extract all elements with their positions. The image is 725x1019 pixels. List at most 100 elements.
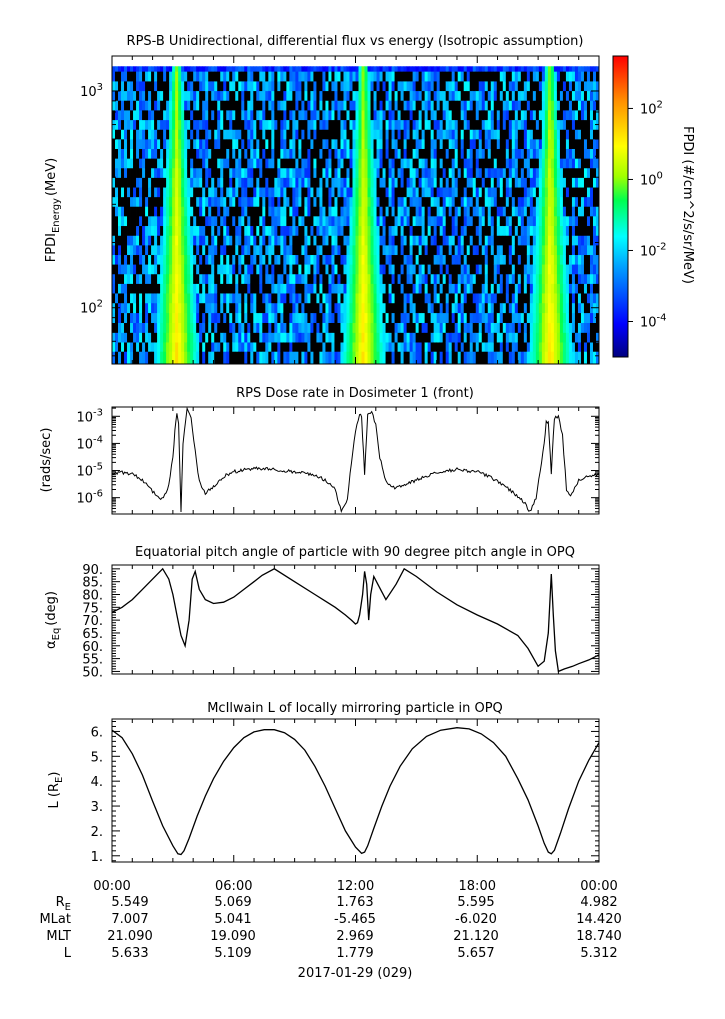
spectrogram-cell <box>142 283 146 294</box>
spectrogram-cell <box>547 225 552 236</box>
spectrogram-cell <box>226 187 230 198</box>
spectrogram-cell <box>454 254 459 265</box>
spectrogram-cell <box>445 283 450 294</box>
spectrogram-cell <box>571 225 576 236</box>
spectrogram-cell <box>217 302 221 314</box>
spectrogram-cell <box>157 225 161 236</box>
spectrogram-cell <box>304 225 308 236</box>
spectrogram-cell <box>541 138 546 149</box>
spectrogram-cell <box>466 332 471 343</box>
spectrogram-cell <box>343 129 347 140</box>
spectrogram-cell <box>298 332 302 343</box>
spectrogram-cell <box>124 342 128 352</box>
spectrogram-cell <box>343 71 347 82</box>
spectrogram-cell <box>463 167 468 178</box>
spectrogram-cell <box>151 66 155 72</box>
spectrogram-cell <box>535 351 540 365</box>
spectrogram-cell <box>127 215 131 227</box>
spectrogram-cell <box>142 254 146 265</box>
spectrogram-cell <box>562 119 567 130</box>
spectrogram-cell <box>205 100 209 111</box>
spectrogram-cell <box>583 244 588 256</box>
spectrogram-cell <box>196 71 200 82</box>
spectrogram-cell <box>145 196 149 207</box>
spectrogram-cell <box>394 110 398 121</box>
spectrogram-cell <box>493 81 498 92</box>
spectrogram-cell <box>274 322 278 333</box>
spectrogram-cell <box>283 206 287 217</box>
spectrogram-cell <box>556 196 561 207</box>
spectrogram-cell <box>400 225 404 236</box>
spectrogram-cell <box>313 254 317 265</box>
spectrogram-cell <box>214 225 218 236</box>
spectrogram-cell <box>295 177 299 188</box>
spectrogram-cell <box>211 196 215 207</box>
spectrogram-cell <box>175 138 179 149</box>
spectrogram-cell <box>193 332 197 343</box>
spectrogram-cell <box>559 312 564 323</box>
spectrogram-cell <box>235 215 239 227</box>
spectrogram-cell <box>166 138 170 149</box>
spectrogram-cell <box>196 215 200 227</box>
spectrogram-cell <box>403 322 408 333</box>
spectrogram-cell <box>484 81 489 92</box>
spectrogram-cell <box>127 167 131 178</box>
spectrogram-cell <box>142 322 146 333</box>
spectrogram-cell <box>397 187 401 198</box>
spectrogram-cell <box>295 129 299 140</box>
spectrogram-cell <box>259 138 263 149</box>
spectrogram-cell <box>121 332 125 343</box>
spectrogram-cell <box>475 187 480 198</box>
spectrogram-cell <box>166 187 170 198</box>
spectrogram-cell <box>466 351 471 365</box>
spectrogram-cell <box>211 312 215 323</box>
spectrogram-cell <box>559 332 564 343</box>
spectrogram-cell <box>397 254 401 265</box>
spectrogram-cell <box>451 342 456 352</box>
spectrogram-cell <box>208 215 212 227</box>
spectrogram-cell <box>220 100 224 111</box>
spectrogram-cell <box>199 351 203 365</box>
spectrogram-cell <box>346 90 350 101</box>
spectrogram-cell <box>373 196 377 207</box>
spectrogram-cell <box>466 110 471 121</box>
spectrogram-cell <box>241 167 245 178</box>
spectrogram-cell <box>499 138 504 149</box>
spectrogram-cell <box>496 110 501 121</box>
spectrogram-cell <box>562 332 567 343</box>
spectrogram-cell <box>235 254 239 265</box>
spectrogram-cell <box>460 138 465 149</box>
spectrogram-cell <box>484 100 489 111</box>
spectrogram-cell <box>544 351 549 365</box>
spectrogram-cell <box>259 66 263 72</box>
spectrogram-cell <box>151 167 155 178</box>
spectrogram-cell <box>376 138 380 149</box>
spectrogram-cell <box>514 244 519 256</box>
spectrogram-cell <box>391 206 395 217</box>
spectrogram-cell <box>346 312 350 323</box>
spectrogram-cell <box>481 129 486 140</box>
spectrogram-cell <box>304 235 308 246</box>
spectrogram-cell <box>391 342 395 352</box>
spectrogram-cell <box>547 293 552 304</box>
spectrogram-cell <box>466 293 471 304</box>
spectrogram-cell <box>346 138 350 149</box>
spectrogram-cell <box>283 264 287 275</box>
spectrogram-cell <box>133 138 137 149</box>
spectrogram-cell <box>520 322 525 333</box>
spectrogram-cell <box>589 283 594 294</box>
spectrogram-cell <box>337 196 341 207</box>
spectrogram-cell <box>559 100 564 111</box>
spectrogram-cell <box>286 206 290 217</box>
spectrogram-cell <box>496 158 501 169</box>
spectrogram-cell <box>127 235 131 246</box>
spectrogram-cell <box>343 196 347 207</box>
spectrogram-cell <box>370 196 374 207</box>
spectrogram-cell <box>283 167 287 178</box>
spectrogram-cell <box>142 167 146 178</box>
spectrogram-cell <box>535 90 540 101</box>
spectrogram-cell <box>148 283 152 294</box>
spectrogram-cell <box>130 235 134 246</box>
spectrogram-cell <box>457 187 462 198</box>
spectrogram-cell <box>535 302 540 314</box>
